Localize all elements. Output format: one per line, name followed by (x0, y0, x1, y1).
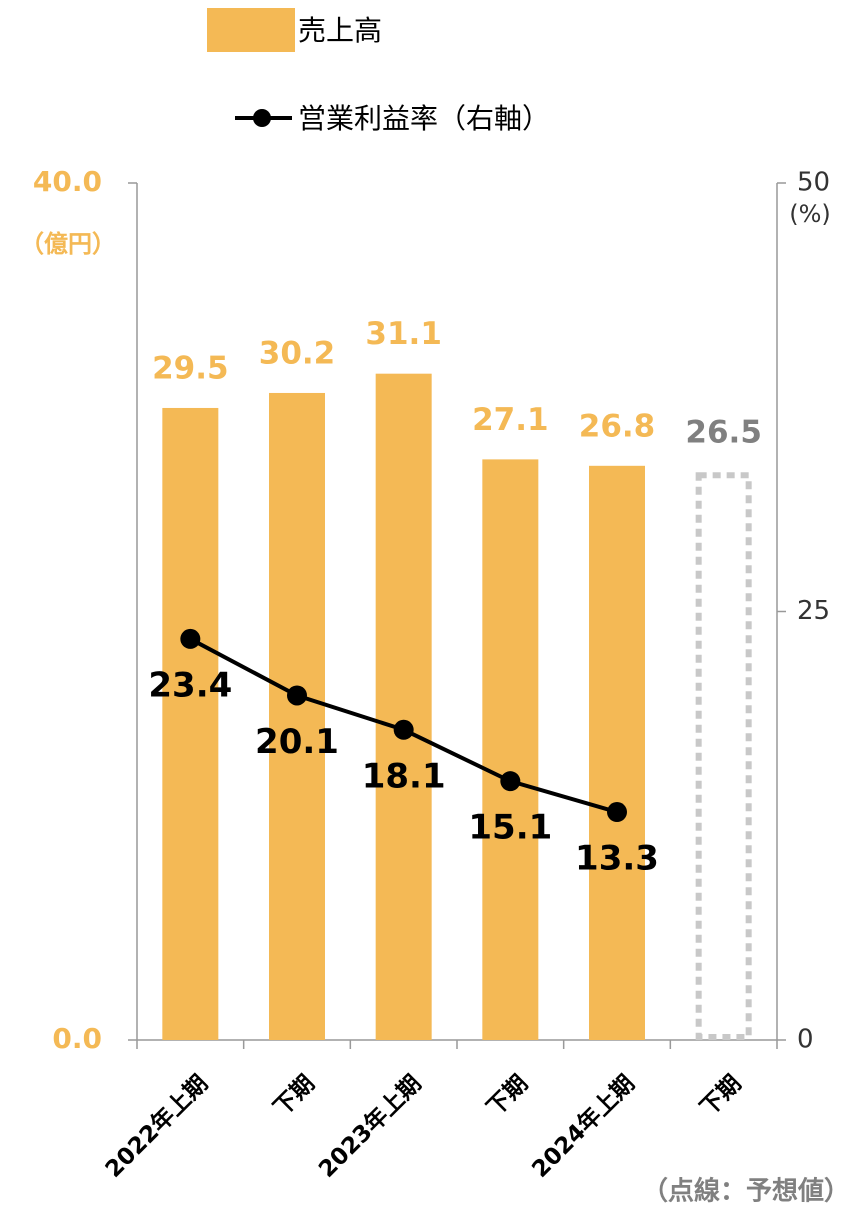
line-point (500, 771, 521, 792)
line-value-label: 23.4 (148, 665, 232, 705)
bar-value-label: 30.2 (259, 335, 336, 371)
bar-value-label: 27.1 (472, 402, 549, 438)
legend-label: 営業利益率（右軸） (298, 102, 550, 135)
legend-label: 売上高 (298, 14, 382, 47)
bar (269, 392, 325, 1041)
line-value-label: 13.3 (575, 839, 659, 879)
line-point (180, 628, 201, 649)
bar-value-label: 31.1 (365, 316, 442, 352)
y2-tick-label: 0 (797, 1025, 814, 1055)
line-value-label: 15.1 (468, 808, 552, 848)
annotation: （点線：予想値） (642, 1176, 850, 1207)
y-tick-label: 40.0 (33, 165, 102, 198)
line-point (287, 685, 307, 706)
bar-value-label: 26.8 (579, 408, 656, 444)
line-value-label: 18.1 (362, 756, 446, 796)
x-tick-label: 下期 (482, 1070, 533, 1121)
line-point (393, 719, 414, 740)
y-tick-label: 0.0 (52, 1022, 102, 1055)
y-axis-label: （億円） (20, 230, 116, 258)
x-tick-label: 下期 (696, 1070, 747, 1121)
line-point (607, 802, 627, 823)
forecast-bar (695, 472, 752, 1040)
bar-value-label: 29.5 (152, 350, 229, 386)
bar-value-label: 26.5 (685, 415, 762, 451)
y2-tick-label: 25 (797, 596, 830, 626)
legend-marker (253, 109, 271, 127)
x-tick-label: 2024年上期 (527, 1070, 640, 1183)
bar (375, 373, 432, 1040)
bar (482, 459, 539, 1040)
y2-axis-label: (%) (789, 200, 831, 228)
bar (589, 465, 645, 1040)
y2-tick-label: 50 (797, 168, 830, 198)
bar (162, 407, 219, 1040)
x-tick-label: 2023年上期 (313, 1070, 426, 1183)
line-value-label: 20.1 (255, 722, 339, 762)
legend-swatch (207, 8, 295, 52)
x-tick-label: 2022年上期 (100, 1070, 213, 1183)
x-tick-label: 下期 (269, 1070, 320, 1121)
